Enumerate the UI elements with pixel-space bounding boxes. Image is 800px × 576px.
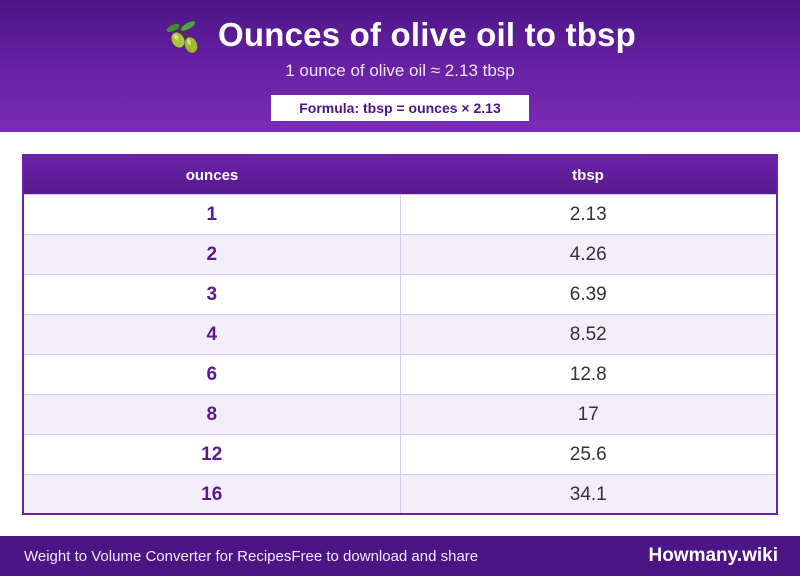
tbsp-cell: 12.8 [569,363,607,385]
table-row: 12 25.6 [24,434,776,474]
ounces-cell: 1 [24,195,401,234]
ounces-cell: 2 [24,235,401,274]
tbsp-cell: 8.52 [569,323,607,345]
table-row: 1 2.13 [24,194,776,234]
tbsp-cell: 4.26 [569,243,607,265]
ounces-cell: 12 [24,435,401,474]
footer-caption: Weight to Volume Converter for RecipesFr… [24,548,478,565]
header: Ounces of olive oil to tbsp 1 ounce of o… [0,0,800,132]
column-header-ounces: ounces [185,166,239,184]
table-row: 6 12.8 [24,354,776,394]
column-header-tbsp: tbsp [572,166,604,184]
table-row: 8 17 [24,394,776,434]
olive-icon [166,21,198,53]
footer: Weight to Volume Converter for RecipesFr… [0,536,800,576]
title-row: Ounces of olive oil to tbsp [0,14,800,56]
tbsp-cell: 34.1 [569,483,607,505]
table-row: 3 6.39 [24,274,776,314]
tbsp-cell: 2.13 [569,203,607,225]
ounces-cell: 8 [24,395,401,434]
brand-logo[interactable]: Howmany.wiki [648,545,778,566]
conversion-table: ounces tbsp 1 2.13 2 4.26 3 6.39 4 8.52 … [22,154,778,515]
ounces-cell: 6 [24,355,401,394]
tbsp-cell: 6.39 [569,283,607,305]
table-body: 1 2.13 2 4.26 3 6.39 4 8.52 6 12.8 8 17 … [24,194,776,513]
page-title: Ounces of olive oil to tbsp [218,16,636,53]
subtitle: 1 ounce of olive oil ≈ 2.13 tbsp [285,61,515,80]
ounces-cell: 4 [24,315,401,354]
ounces-cell: 3 [24,275,401,314]
table-row: 16 34.1 [24,474,776,513]
table-header: ounces tbsp [24,156,776,194]
ounces-cell: 16 [24,475,401,513]
tbsp-cell: 17 [577,403,599,425]
footer-share-text: Free to download and share [291,547,479,565]
table-row: 2 4.26 [24,234,776,274]
footer-converter-text: Weight to Volume Converter for Recipes [24,547,292,565]
tbsp-cell: 25.6 [569,443,607,465]
table-row: 4 8.52 [24,314,776,354]
formula-badge: Formula: tbsp = ounces × 2.13 [271,95,529,121]
